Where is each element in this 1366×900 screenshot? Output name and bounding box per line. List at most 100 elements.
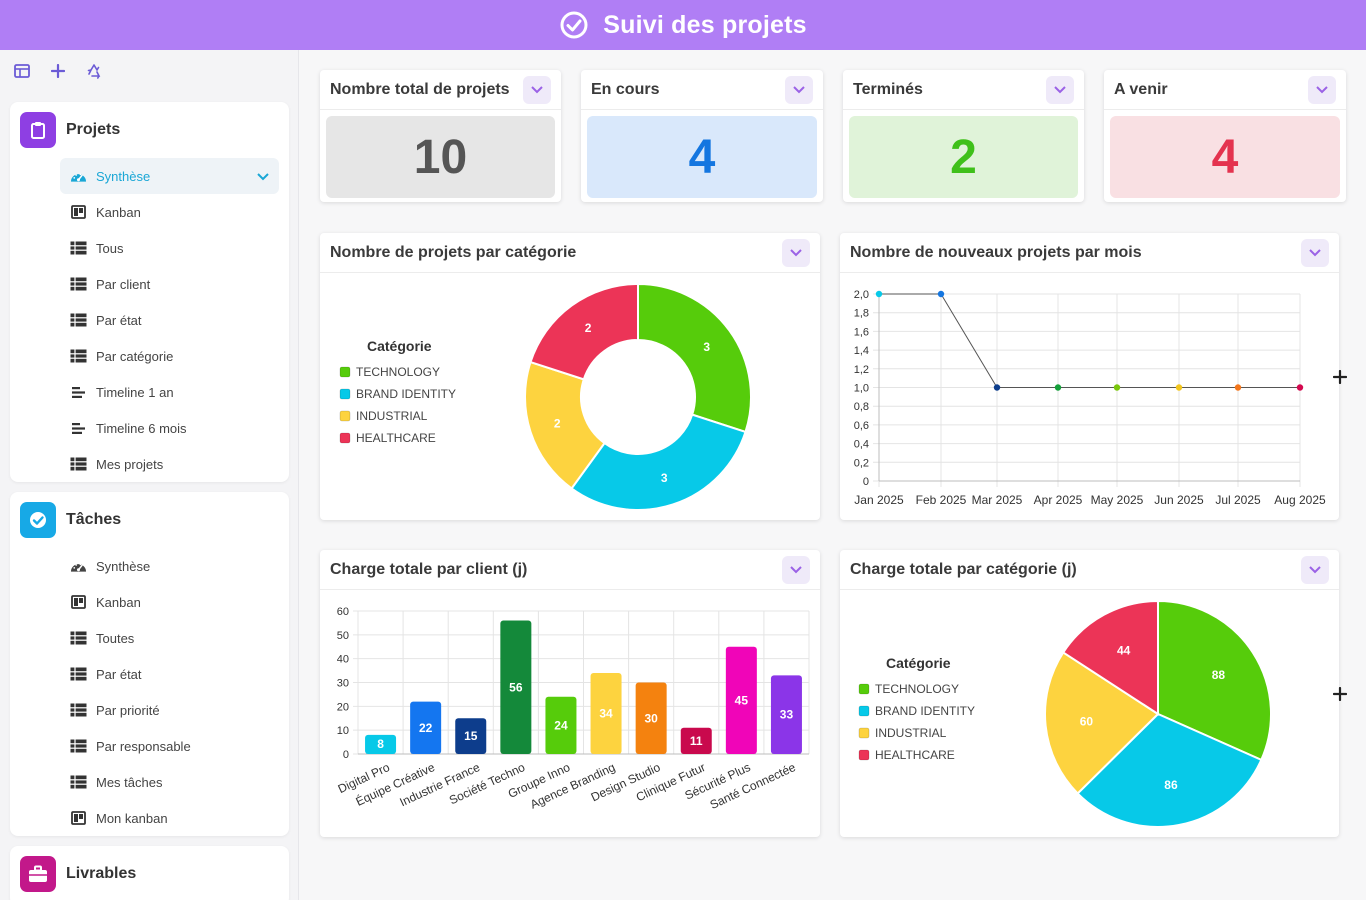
sidebar: Projets Synthèse Kanban Tous Par client Par … — [0, 50, 299, 900]
chevron-down-icon[interactable] — [1046, 75, 1074, 104]
chevron-down-icon[interactable] — [782, 238, 810, 267]
x-tick-label: Apr 2025 — [1034, 493, 1083, 507]
bar[interactable] — [500, 620, 532, 754]
bar[interactable] — [545, 696, 577, 754]
sidebar-item-mes-tâches[interactable]: Mes tâches — [10, 764, 289, 800]
sidebar-item-timeline-6-mois[interactable]: Timeline 6 mois — [10, 410, 289, 446]
sidebar-item-synthèse[interactable]: Synthèse — [60, 158, 279, 194]
bar[interactable] — [725, 646, 757, 754]
sidebar-item-par-état[interactable]: Par état — [10, 302, 289, 338]
legend-label[interactable]: TECHNOLOGY — [356, 365, 440, 379]
legend-swatch — [858, 749, 870, 761]
y-tick-label: 1,0 — [854, 383, 869, 395]
legend-label[interactable]: INDUSTRIAL — [356, 409, 428, 423]
app-header: Suivi des projets — [0, 0, 1366, 50]
livrables-header[interactable]: Livrables — [10, 846, 289, 900]
clipboard-icon — [20, 112, 56, 148]
y-tick-label: 1,4 — [854, 345, 869, 357]
sidebar-item-par-catégorie[interactable]: Par catégorie — [10, 338, 289, 374]
legend-label[interactable]: HEALTHCARE — [875, 748, 955, 762]
data-point[interactable] — [937, 290, 945, 298]
bar[interactable] — [590, 672, 622, 754]
projets-panel: Projets Synthèse Kanban Tous Par client Par … — [10, 102, 289, 482]
chevron-down-icon[interactable] — [1301, 238, 1329, 267]
chevron-down-icon[interactable] — [1301, 555, 1329, 584]
sidebar-item-par-priorité[interactable]: Par priorité — [10, 692, 289, 728]
recycle-icon[interactable] — [85, 62, 103, 80]
series-line — [879, 293, 1300, 388]
chevron-down-icon[interactable] — [523, 75, 551, 104]
bar[interactable] — [770, 675, 802, 754]
add-icon[interactable] — [49, 62, 67, 80]
x-tick-label: Jan 2025 — [854, 493, 904, 507]
legend-label[interactable]: INDUSTRIAL — [875, 726, 947, 740]
bar-value-label: 15 — [464, 729, 478, 743]
bar[interactable] — [455, 718, 487, 754]
data-point[interactable] — [1054, 384, 1062, 391]
kanban-icon — [70, 811, 87, 825]
legend-label[interactable]: TECHNOLOGY — [875, 682, 959, 696]
data-point[interactable] — [875, 290, 883, 298]
kpi-card-termines: Terminés 2 — [843, 70, 1084, 202]
briefcase-icon — [20, 856, 56, 892]
bar[interactable] — [410, 701, 442, 754]
sidebar-item-kanban[interactable]: Kanban — [10, 584, 289, 620]
pie-slice[interactable] — [1044, 651, 1160, 795]
pie-slice[interactable] — [637, 282, 752, 434]
pie-slice[interactable] — [529, 282, 639, 381]
taches-header[interactable]: Tâches — [10, 492, 289, 548]
bar[interactable] — [365, 734, 397, 754]
legend-title: Catégorie — [886, 655, 951, 671]
slice-label: 60 — [1080, 714, 1094, 728]
sidebar-item-kanban[interactable]: Kanban — [10, 194, 289, 230]
legend-swatch — [858, 683, 870, 695]
chevron-down-icon[interactable] — [785, 75, 813, 104]
slice-label: 3 — [703, 340, 710, 354]
chevron-down-icon[interactable] — [1308, 75, 1336, 104]
data-point[interactable] — [993, 384, 1001, 391]
data-point[interactable] — [1113, 384, 1121, 391]
line-chart: 0 0,2 0,4 0,6 0,8 1,0 1,2 1,4 1,6 1,8 2,0 Jan 2025 F… — [854, 289, 1326, 507]
gauge-icon — [70, 169, 87, 183]
layout-toggle-icon[interactable] — [13, 62, 31, 80]
pie-slice[interactable] — [1061, 599, 1159, 716]
chevron-down-icon[interactable] — [782, 555, 810, 584]
legend-label[interactable]: HEALTHCARE — [356, 431, 436, 445]
pie-slice[interactable] — [524, 360, 606, 490]
sidebar-item-par-responsable[interactable]: Par responsable — [10, 728, 289, 764]
sidebar-item-mon-kanban[interactable]: Mon kanban — [10, 800, 289, 836]
data-point[interactable] — [1234, 384, 1242, 391]
sidebar-item-par-client[interactable]: Par client — [10, 266, 289, 302]
data-point[interactable] — [1175, 384, 1183, 391]
sidebar-item-tous[interactable]: Tous — [10, 230, 289, 266]
data-point[interactable] — [1296, 384, 1304, 391]
sidebar-item-mes-projets[interactable]: Mes projets — [10, 446, 289, 482]
kpi-label: A venir — [1114, 80, 1168, 98]
pie-slice[interactable] — [1076, 712, 1263, 828]
sidebar-item-synthèse[interactable]: Synthèse — [10, 548, 289, 584]
pie-slice[interactable] — [570, 413, 747, 511]
sidebar-item-label: Timeline 6 mois — [96, 420, 187, 436]
livrables-panel: Livrables — [10, 846, 289, 900]
legend-label[interactable]: BRAND IDENTITY — [356, 387, 456, 401]
legend-label[interactable]: BRAND IDENTITY — [875, 704, 975, 718]
legend-swatch — [339, 432, 351, 444]
add-widget-button[interactable] — [1326, 363, 1354, 391]
x-tick-label: Jul 2025 — [1215, 493, 1261, 507]
slice-label: 88 — [1212, 668, 1226, 682]
add-widget-button[interactable] — [1326, 680, 1354, 708]
table-icon — [70, 631, 87, 645]
pie-slice[interactable] — [1157, 599, 1272, 762]
bar[interactable] — [680, 727, 712, 754]
sidebar-item-timeline-1-an[interactable]: Timeline 1 an — [10, 374, 289, 410]
chevron-down-icon[interactable] — [257, 169, 269, 184]
chart-card-categorie: Nombre de projets par catégorie 3 3 2 2 Caté… — [320, 233, 820, 520]
projets-header[interactable]: Projets — [10, 102, 289, 158]
bar[interactable] — [635, 682, 667, 755]
chart-title: Charge totale par catégorie (j) — [850, 560, 1077, 578]
sidebar-item-par-état[interactable]: Par état — [10, 656, 289, 692]
sidebar-item-toutes[interactable]: Toutes — [10, 620, 289, 656]
kpi-value-box: 2 — [849, 116, 1078, 198]
y-tick-label: 1,8 — [854, 308, 869, 320]
legend-swatch — [339, 410, 351, 422]
